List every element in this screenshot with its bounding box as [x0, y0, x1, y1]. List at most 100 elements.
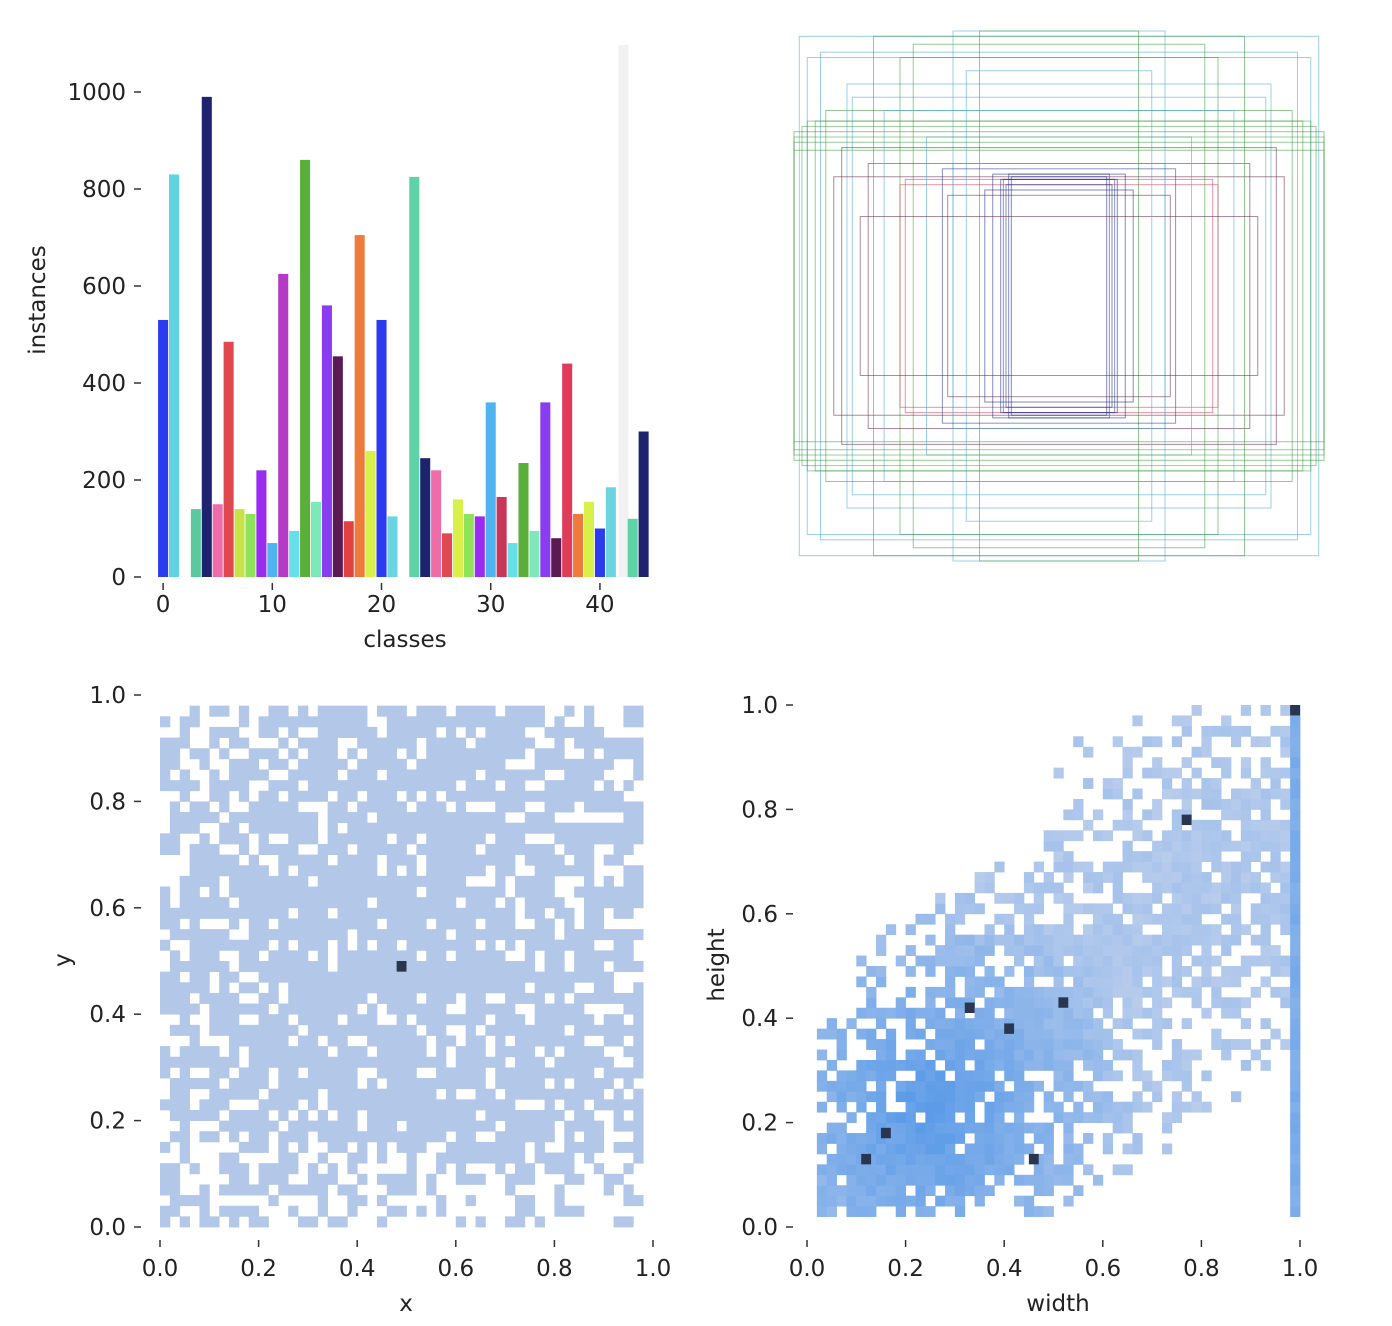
heatmap-cell — [317, 939, 329, 951]
heatmap-cell — [964, 1112, 976, 1123]
heatmap-cell — [357, 737, 368, 749]
heatmap-cell — [209, 854, 220, 866]
heatmap-cell — [583, 1014, 595, 1026]
heatmap-cell — [357, 1024, 368, 1036]
heatmap-cell — [416, 843, 427, 855]
heatmap-cell — [426, 854, 437, 866]
heatmap-cell — [915, 955, 926, 967]
heatmap-cell — [209, 780, 220, 792]
heatmap-cell — [1260, 705, 1271, 716]
heatmap-cell — [317, 1195, 329, 1207]
heatmap-cell — [1043, 1133, 1054, 1144]
heatmap-cell — [564, 1173, 575, 1185]
heatmap-cell — [169, 1056, 181, 1068]
heatmap-cell — [974, 1018, 985, 1030]
heatmap-cell — [347, 705, 358, 717]
heatmap-cell — [367, 833, 378, 845]
heatmap-cell — [485, 822, 496, 834]
heatmap-cell — [1211, 924, 1222, 936]
heatmap-cell — [485, 1152, 496, 1164]
heatmap-cell — [935, 1122, 946, 1134]
heatmap-cell — [534, 716, 545, 728]
heatmap-cell — [485, 726, 496, 738]
heatmap-cell — [406, 1109, 417, 1121]
heatmap-cell — [974, 1049, 985, 1061]
bounding-box — [867, 163, 1251, 429]
heatmap-cell — [317, 1024, 329, 1036]
heatmap-cell — [1023, 1195, 1035, 1207]
heatmap-cell — [258, 886, 269, 898]
heatmap-cell — [268, 1099, 279, 1111]
heatmap-cell — [1014, 1028, 1025, 1040]
heatmap-cell — [1290, 861, 1301, 873]
x-tick-label: 30 — [476, 592, 505, 618]
heatmap-cell — [623, 1024, 634, 1036]
heatmap-cell — [1280, 1039, 1291, 1050]
heatmap-cell — [623, 843, 634, 855]
heatmap-cell — [238, 1163, 250, 1175]
heatmap-cell — [1014, 1143, 1025, 1155]
heatmap-cell — [1053, 1059, 1064, 1071]
heatmap-cell — [396, 1003, 407, 1015]
heatmap-cell — [544, 812, 555, 824]
heatmap-cell — [278, 812, 289, 824]
heatmap-cell — [1023, 997, 1035, 1009]
heatmap-cell — [974, 1091, 985, 1103]
heatmap-cell — [209, 1131, 220, 1143]
heatmap-cell — [475, 897, 486, 909]
bar — [387, 516, 398, 577]
heatmap-cell — [436, 1131, 447, 1143]
heatmap-cell — [436, 1067, 447, 1079]
heatmap-cell — [455, 769, 467, 781]
heatmap-cell — [885, 1133, 897, 1144]
bar-marks — [158, 45, 649, 577]
heatmap-cell — [268, 1035, 279, 1047]
heatmap-cell — [1161, 976, 1173, 988]
heatmap-cell — [826, 1080, 837, 1092]
heatmap-cell — [1201, 1070, 1212, 1082]
heatmap-cell — [1122, 986, 1133, 998]
heatmap-cell — [258, 833, 269, 845]
heatmap-cell — [1083, 1091, 1094, 1103]
heatmap-cell — [160, 769, 171, 781]
heatmap-cell — [1201, 934, 1212, 946]
heatmap-cell — [1033, 1007, 1045, 1019]
heatmap-cell — [895, 1059, 906, 1071]
bar — [343, 521, 354, 577]
heatmap-cell — [160, 918, 171, 930]
heatmap-cell — [278, 1067, 289, 1079]
heatmap-cell — [544, 971, 555, 983]
bar — [354, 235, 365, 577]
heatmap-cell — [199, 843, 210, 855]
heatmap-cell — [307, 918, 319, 930]
heatmap-cell — [406, 1120, 417, 1132]
heatmap-cell — [465, 1003, 476, 1015]
heatmap-cell — [169, 822, 181, 834]
heatmap-cell — [475, 929, 486, 941]
heatmap-cell — [406, 833, 417, 845]
heatmap-cell — [495, 854, 506, 866]
heatmap-cell — [1063, 1153, 1074, 1165]
heatmap-cell — [288, 769, 299, 781]
heatmap-cell — [1023, 924, 1035, 936]
heatmap-cell — [1073, 798, 1084, 810]
heatmap-cell — [426, 950, 437, 962]
heatmap-cell — [954, 1185, 966, 1197]
heatmap-cell — [1290, 819, 1301, 831]
heatmap-cell — [307, 1056, 319, 1068]
heatmap-cell — [475, 1152, 486, 1164]
heatmap-cell — [248, 918, 259, 930]
heatmap-cell — [524, 1046, 536, 1058]
heatmap-cell — [199, 758, 210, 770]
heatmap-cell — [495, 1131, 506, 1143]
heatmap-cell — [554, 726, 565, 738]
heatmap-cell — [436, 865, 447, 877]
heatmap-cell — [317, 961, 329, 973]
heatmap-cell — [1092, 903, 1104, 915]
heatmap-cell — [436, 854, 447, 866]
heatmap-cell — [258, 812, 269, 824]
heatmap-cell — [885, 1143, 897, 1155]
heatmap-cell — [925, 913, 936, 925]
heatmap-cell — [583, 1046, 595, 1058]
heatmap-cell — [327, 865, 338, 877]
